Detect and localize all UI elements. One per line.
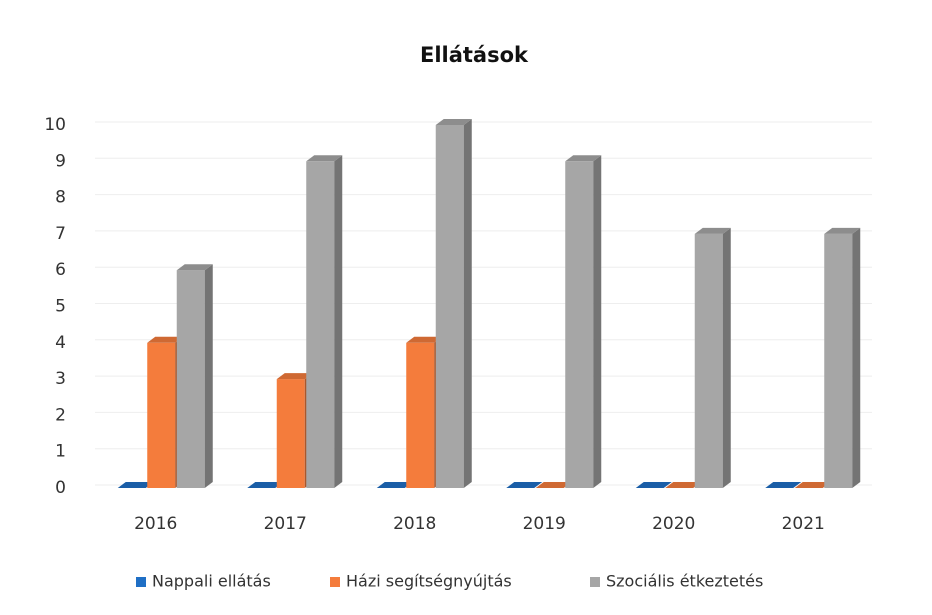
bar-front [176,270,205,488]
x-tick-label: 2018 [393,514,436,534]
chart-title: Ellátások [420,43,529,67]
legend-label: Nappali ellátás [152,572,271,591]
bar [506,482,543,488]
y-tick-label: 2 [55,405,66,425]
legend-swatch [136,577,146,587]
bar-top [824,227,861,234]
bar-front [147,342,176,488]
y-tick-label: 5 [55,297,66,317]
bar-top [406,336,443,343]
bar-top [665,482,702,488]
bar-front [694,233,723,488]
x-tick-label: 2020 [652,514,695,534]
bar-side [593,155,602,489]
y-tick-label: 3 [55,369,66,389]
bar-top [247,482,284,488]
x-tick-label: 2017 [264,514,307,534]
x-tick-label: 2021 [782,514,825,534]
bar-side [852,227,861,488]
bar [794,482,831,488]
bar-top [506,482,543,488]
bar-top [306,155,343,162]
bar [824,227,861,488]
legend-swatch [330,577,340,587]
bar-front [276,379,305,488]
y-tick-label: 1 [55,442,66,462]
y-tick-label: 9 [55,151,66,171]
y-tick-label: 10 [44,115,66,135]
bar [635,482,672,488]
bar-front [435,125,464,488]
bar-side [204,264,213,488]
bar-top [176,264,213,271]
y-tick-label: 7 [55,224,66,244]
bar [435,119,472,488]
bar-front [565,161,594,489]
bar [565,155,602,489]
bar-front [824,233,853,488]
legend-label: Házi segítségnyújtás [346,572,512,591]
bar [665,482,702,488]
bar-top [635,482,672,488]
bar-top [276,373,313,380]
x-tick-label: 2016 [134,514,177,534]
bar [765,482,802,488]
legend-label: Szociális étkeztetés [606,572,763,591]
bar-front [406,342,435,488]
bar [694,227,731,488]
bar-top [117,482,154,488]
y-tick-label: 8 [55,188,66,208]
bar-front [306,161,335,489]
bar-top [765,482,802,488]
bar [306,155,343,489]
bar-side [722,227,731,488]
legend-swatch [590,577,600,587]
y-tick-label: 0 [55,478,66,498]
bar-top [376,482,413,488]
bar [376,482,413,488]
bar-top [147,336,184,343]
bar-top [535,482,572,488]
bar [117,482,154,488]
bar-top [565,155,602,162]
bar-side [334,155,343,489]
bar [176,264,213,488]
bar-top [694,227,731,234]
y-tick-label: 4 [55,333,66,353]
x-tick-label: 2019 [523,514,566,534]
y-tick-label: 6 [55,260,66,280]
bar-top [794,482,831,488]
bar-top [435,119,472,125]
bar [247,482,284,488]
bar-side [463,119,472,488]
bar [535,482,572,488]
